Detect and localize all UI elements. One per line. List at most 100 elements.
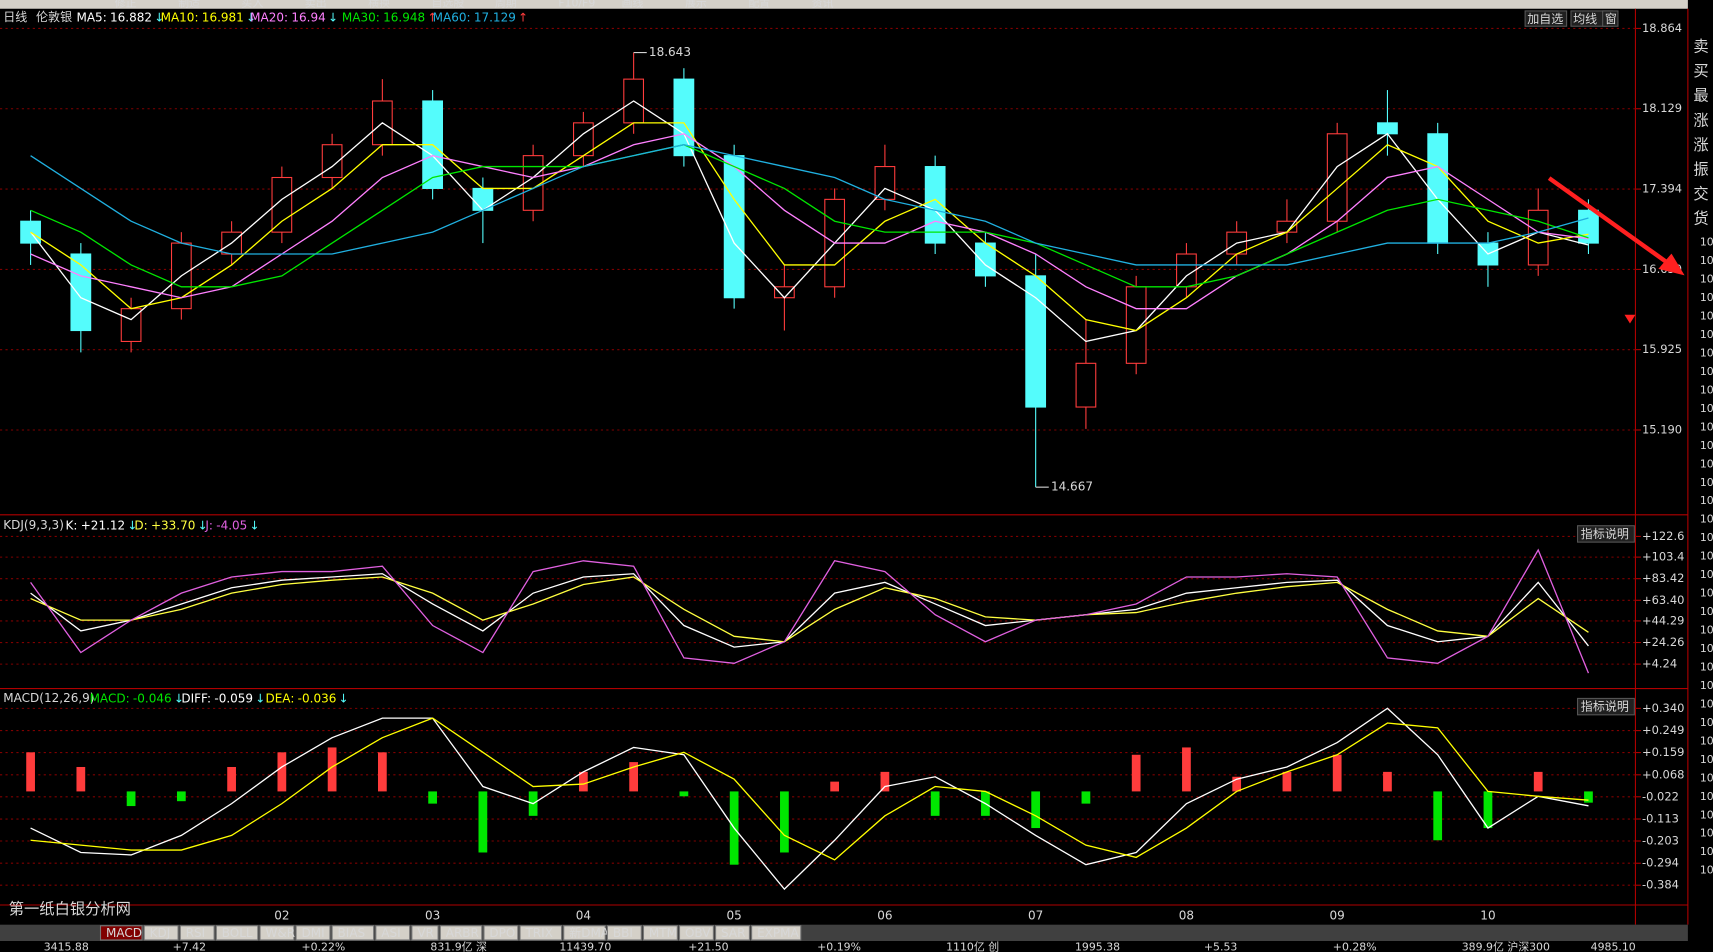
tab[interactable]: ASI xyxy=(381,926,400,940)
tab-bg[interactable] xyxy=(259,925,295,941)
x-tick-label: 09 xyxy=(1330,908,1345,922)
toolbar-item[interactable]: 买入 xyxy=(241,0,263,9)
tab-bg[interactable] xyxy=(179,925,215,941)
macd-bar xyxy=(780,791,789,853)
help-button[interactable]: 指标说明 xyxy=(1581,526,1629,541)
tab[interactable]: BIAS xyxy=(338,926,366,940)
tab[interactable]: DPO xyxy=(489,926,515,940)
macd-bar xyxy=(930,791,940,816)
tab[interactable]: VR xyxy=(417,926,434,940)
macd-bar xyxy=(176,791,186,802)
tab-bg[interactable] xyxy=(99,925,143,941)
series-line xyxy=(30,122,1589,332)
tab[interactable]: SAR xyxy=(721,926,745,940)
toolbar-item[interactable]: 卖出 xyxy=(305,0,327,9)
y-tick-label: -0.384 xyxy=(1642,878,1679,892)
button[interactable]: 窗 xyxy=(1605,12,1617,26)
tab-bg[interactable] xyxy=(143,925,179,941)
series-line xyxy=(30,707,1589,891)
toolbar-item[interactable]: F10/F9 xyxy=(558,0,595,9)
tab-bg[interactable] xyxy=(439,925,483,941)
arrow-head xyxy=(1658,253,1685,276)
tab-bg[interactable] xyxy=(295,925,331,941)
side-label: 涨 xyxy=(1693,111,1708,129)
tab-bg[interactable] xyxy=(411,925,439,941)
tab[interactable]: KDJ xyxy=(150,926,171,940)
macd-bar xyxy=(76,766,86,792)
tab-bg[interactable] xyxy=(678,925,714,941)
tab[interactable]: MACD xyxy=(106,926,142,940)
macd-bar xyxy=(377,752,387,792)
marker xyxy=(1624,314,1636,324)
y-tick-label: +0.068 xyxy=(1642,767,1684,781)
tab-bg[interactable] xyxy=(642,925,678,941)
legend-entry: MA30: 16.948 ↑ xyxy=(342,10,438,24)
status-item: +0.22% xyxy=(302,941,346,952)
side-value: 10 xyxy=(1700,771,1713,784)
y-tick-label: 17.394 xyxy=(1642,182,1682,196)
y-tick-label: -0.113 xyxy=(1642,812,1679,826)
button[interactable]: 均线 xyxy=(1573,12,1597,26)
toolbar-item[interactable]: 画线 xyxy=(622,0,644,9)
macd-bar xyxy=(1282,771,1292,792)
tab[interactable]: MTM xyxy=(649,926,677,940)
tab[interactable]: BOLL xyxy=(222,926,253,940)
candle-body xyxy=(1527,209,1549,266)
button-bg[interactable] xyxy=(1576,525,1635,543)
tab-bg[interactable] xyxy=(519,925,563,941)
toolbar-item[interactable]: 修正 xyxy=(115,0,137,9)
tab[interactable]: W&R xyxy=(265,926,295,940)
toolbar-item[interactable]: 横换 xyxy=(368,0,390,9)
toolbar-item[interactable]: 自选股 xyxy=(432,0,465,9)
tab-bg[interactable] xyxy=(715,925,750,941)
macd-bar xyxy=(880,771,890,792)
button[interactable]: 加自选 xyxy=(1527,12,1563,26)
tab[interactable]: RSI xyxy=(186,926,206,940)
tab[interactable]: OBV xyxy=(685,926,711,940)
tab[interactable]: TRIX xyxy=(524,926,552,940)
toolbar-item[interactable]: 周期 xyxy=(495,0,517,9)
y-tick-label: +83.42 xyxy=(1642,571,1684,585)
macd-bar xyxy=(830,781,840,792)
macd-bar xyxy=(1182,747,1191,792)
toolbar-item[interactable]: 资讯 xyxy=(812,0,834,9)
tab[interactable]: DMI xyxy=(302,926,325,940)
tab-bg[interactable] xyxy=(563,925,606,941)
legend-name: MA20: xyxy=(250,10,288,24)
tab[interactable]: 新DMA xyxy=(569,925,610,940)
toolbar-item[interactable]: 制适 xyxy=(178,0,200,9)
macd-bar xyxy=(1383,771,1392,792)
help-button[interactable]: 指标说明 xyxy=(1581,699,1629,714)
y-tick-label: +0.249 xyxy=(1642,723,1684,737)
macd-bar xyxy=(227,766,236,792)
extreme-label: 14.667 xyxy=(1051,480,1093,494)
toolbar xyxy=(0,0,1688,9)
side-value: 10 xyxy=(1700,587,1713,600)
toolbar-item[interactable]: 展示 xyxy=(685,0,707,9)
side-value: 10 xyxy=(1700,679,1713,692)
tab-bg[interactable] xyxy=(375,925,411,941)
tab-bg[interactable] xyxy=(215,925,259,941)
side-value: 10 xyxy=(1700,642,1713,655)
button-bg[interactable] xyxy=(1576,697,1635,716)
tab-bg[interactable] xyxy=(606,925,642,941)
candle-body xyxy=(1377,122,1398,135)
side-value: 10 xyxy=(1700,734,1713,747)
tab-bg[interactable] xyxy=(751,925,802,941)
legend-entry: MA10: 16.981 ↓ xyxy=(161,10,257,24)
x-tick-label: 03 xyxy=(425,908,440,922)
tab-bg[interactable] xyxy=(483,925,519,941)
button-bg[interactable] xyxy=(1602,10,1619,27)
status-item: 11439.70 xyxy=(559,941,611,952)
legend-arrow: ↓ xyxy=(198,518,208,532)
tab-bg[interactable] xyxy=(331,925,375,941)
button-bg[interactable] xyxy=(1524,10,1568,27)
legend-value: +21.12 xyxy=(81,518,125,532)
toolbar-item[interactable]: 配置 xyxy=(748,0,770,9)
panel-frames xyxy=(0,8,1689,925)
tab[interactable]: EXPMA xyxy=(757,926,799,940)
tab[interactable]: ARBR xyxy=(446,926,479,940)
chart-title: MACD(12,26,9) xyxy=(3,691,94,705)
tab[interactable]: BBI xyxy=(613,926,633,940)
side-value: 10 xyxy=(1700,273,1713,286)
